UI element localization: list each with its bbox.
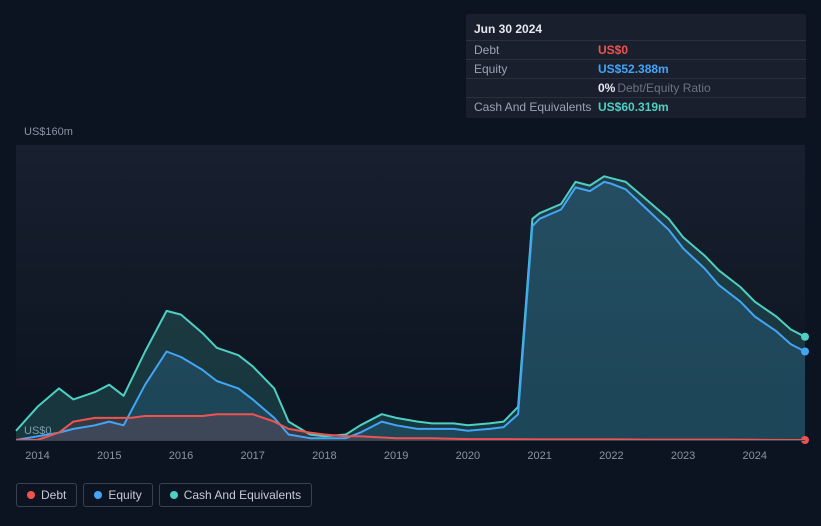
tooltip-row-label: Equity [474, 62, 598, 76]
x-tick-2022: 2022 [599, 450, 623, 462]
legend-item-debt[interactable]: Debt [16, 483, 77, 507]
tooltip-row-value: US$60.319m [598, 100, 669, 114]
x-tick-2017: 2017 [240, 450, 264, 462]
legend-dot-icon [94, 491, 102, 499]
tooltip-row: Cash And EquivalentsUS$60.319m [466, 97, 806, 116]
x-tick-2024: 2024 [743, 450, 767, 462]
x-tick-2020: 2020 [456, 450, 480, 462]
chart-tooltip: Jun 30 2024 DebtUS$0EquityUS$52.388m0% D… [466, 14, 806, 118]
x-tick-2014: 2014 [25, 450, 49, 462]
x-tick-2021: 2021 [527, 450, 551, 462]
legend-label: Equity [108, 488, 141, 502]
x-tick-2018: 2018 [312, 450, 336, 462]
x-tick-2019: 2019 [384, 450, 408, 462]
tooltip-row: 0% Debt/Equity Ratio [466, 78, 806, 97]
legend-item-cash-and-equivalents[interactable]: Cash And Equivalents [159, 483, 312, 507]
tooltip-row: DebtUS$0 [466, 40, 806, 59]
tooltip-row-value: 0% [598, 81, 615, 95]
tooltip-row-label: Cash And Equivalents [474, 100, 598, 114]
tooltip-row-value: US$52.388m [598, 62, 669, 76]
x-tick-2015: 2015 [97, 450, 121, 462]
legend-dot-icon [27, 491, 35, 499]
legend-item-equity[interactable]: Equity [83, 483, 152, 507]
tooltip-row-value: US$0 [598, 43, 628, 57]
x-axis-line [16, 440, 805, 441]
x-tick-2023: 2023 [671, 450, 695, 462]
tooltip-row: EquityUS$52.388m [466, 59, 806, 78]
chart-legend: Debt Equity Cash And Equivalents [16, 483, 312, 507]
x-tick-2016: 2016 [169, 450, 193, 462]
legend-label: Cash And Equivalents [184, 488, 301, 502]
tooltip-row-label [474, 81, 598, 95]
tooltip-row-label: Debt [474, 43, 598, 57]
legend-dot-icon [170, 491, 178, 499]
tooltip-date: Jun 30 2024 [466, 20, 806, 40]
legend-label: Debt [41, 488, 66, 502]
